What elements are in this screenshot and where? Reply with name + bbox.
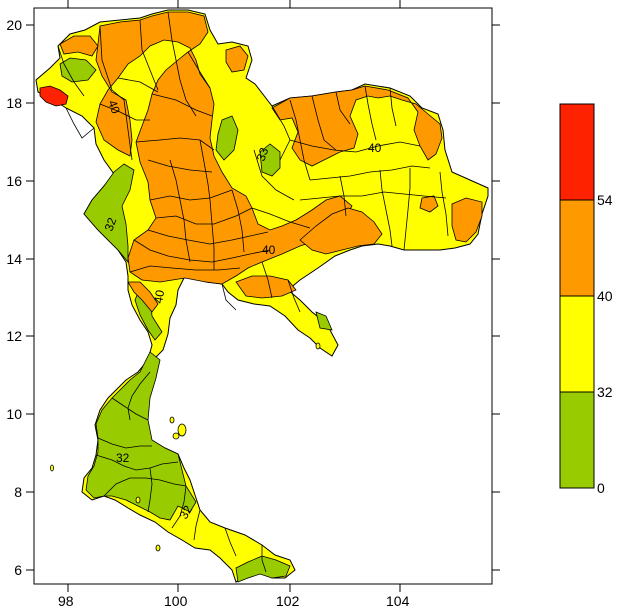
contour-label: 40 <box>151 289 167 305</box>
x-tick-label: 98 <box>58 593 74 609</box>
green-zone-northeast-lake <box>259 143 281 177</box>
legend-band-orange <box>559 199 595 297</box>
y-tick-label: 12 <box>6 328 22 344</box>
contour-label: 32 <box>102 215 120 233</box>
green-zone-central-east <box>215 115 239 161</box>
contour-label-group: 40 40 40 40 32 32 32 33 <box>102 98 382 521</box>
y-axis-labels: 6 8 10 12 14 16 18 20 <box>6 17 22 578</box>
orange-zone-north <box>95 11 353 285</box>
province-borders <box>57 11 449 573</box>
legend-label: 54 <box>597 192 613 208</box>
green-zone-west <box>83 163 135 264</box>
contour-label: 40 <box>105 98 123 116</box>
orange-zone-east <box>299 207 383 255</box>
contour-label: 32 <box>176 503 195 522</box>
green-zone-peninsula <box>85 351 197 521</box>
orange-zone-far-east <box>451 197 483 243</box>
y-tick-label: 16 <box>6 173 22 189</box>
y-tick-label: 8 <box>14 484 22 500</box>
green-zones <box>59 57 333 583</box>
legend-band-red <box>559 103 595 201</box>
green-zone-south-tip <box>315 311 333 331</box>
y-tick-label: 18 <box>6 95 22 111</box>
legend-label: 40 <box>597 288 613 304</box>
contour-label: 40 <box>368 141 382 155</box>
y-tick-label: 14 <box>6 251 22 267</box>
orange-zone-isthmus <box>127 281 159 313</box>
contour-label: 32 <box>116 451 130 465</box>
legend-labels: 0 32 40 54 <box>597 192 613 496</box>
orange-zone-southeast <box>235 275 297 299</box>
x-tick-label: 100 <box>164 593 188 609</box>
legend-band-green <box>559 391 595 489</box>
red-zone-northwest <box>39 85 69 107</box>
orange-zone-north-b <box>59 35 99 57</box>
y-tick-label: 6 <box>14 562 22 578</box>
x-tick-label: 104 <box>386 593 410 609</box>
color-legend: 0 32 40 54 <box>559 103 613 496</box>
green-zone-deep-south <box>235 555 291 583</box>
contour-label: 33 <box>254 145 272 163</box>
y-tick-label: 20 <box>6 17 22 33</box>
orange-zone-north-c <box>225 45 249 73</box>
x-tick-label: 102 <box>276 593 300 609</box>
y-tick-label: 10 <box>6 406 22 422</box>
legend-label: 32 <box>597 384 613 400</box>
x-axis-labels: 98 100 102 104 <box>58 593 410 609</box>
axis-ticks <box>26 0 500 592</box>
legend-band-yellow <box>559 295 595 393</box>
islands <box>50 342 321 552</box>
legend-label: 0 <box>597 480 605 496</box>
contour-label: 40 <box>262 243 276 257</box>
green-zone-northwest-a <box>59 57 97 83</box>
